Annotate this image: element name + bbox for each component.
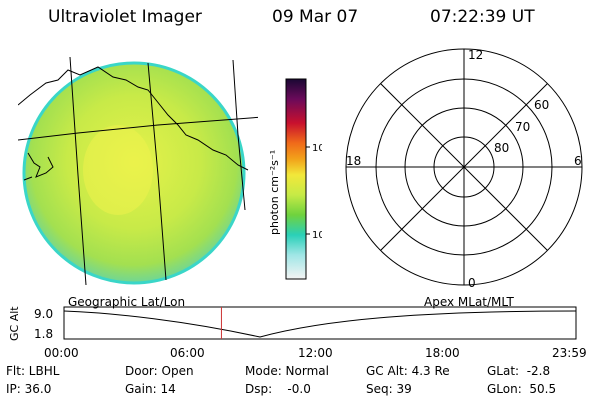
- orbit-left-title: Geographic Lat/Lon: [68, 295, 186, 309]
- orbit-x-tick: 23:59: [552, 346, 587, 360]
- orbit-x-tick: 06:00: [170, 346, 205, 360]
- orbit-x-tick: 00:00: [44, 346, 79, 360]
- mlt-label-bottom: 0: [468, 276, 476, 290]
- coastline: [23, 176, 33, 181]
- orbit-y-axis-label: GC Alt: [8, 306, 21, 341]
- coastline: [18, 66, 249, 171]
- colorbar-tick-label: 10: [312, 230, 322, 241]
- lat-label-60: 60: [534, 98, 549, 112]
- orbit-right-title: Apex MLat/MLT: [424, 295, 514, 309]
- orbit-altitude-plot: GC Alt 9.0 1.8: [8, 306, 577, 341]
- status-dsp: Dsp: -0.0: [245, 382, 311, 396]
- date-label: 09 Mar 07: [272, 7, 359, 27]
- mlt-label-top: 12: [468, 48, 483, 62]
- orbit-x-tick: 18:00: [425, 346, 460, 360]
- orbit-y-tick: 9.0: [34, 307, 53, 321]
- status-ip: IP: 36.0: [6, 382, 52, 396]
- colorbar-unit-label: photon cm⁻²s⁻¹: [268, 150, 281, 235]
- grid-lon-line: [147, 62, 167, 281]
- status-glon: GLon: 50.5: [487, 382, 557, 396]
- status-door: Door: Open: [125, 364, 194, 378]
- status-mode: Mode: Normal: [245, 364, 329, 378]
- orbit-y-tick: 1.8: [34, 327, 53, 341]
- coastline: [27, 152, 54, 178]
- colorbar: 100 10 photon cm⁻²s⁻¹: [268, 78, 322, 280]
- uv-bright-patch: [83, 125, 153, 215]
- app-title: Ultraviolet Imager: [48, 7, 202, 27]
- uv-image-panel: [18, 56, 258, 286]
- status-gc-alt: GC Alt: 4.3 Re: [366, 364, 450, 378]
- mlt-label-right: 6: [574, 154, 582, 168]
- orbit-x-tick: 12:00: [298, 346, 333, 360]
- grid-lon-line: [69, 56, 87, 286]
- polar-plot: 12 18 6 0 60 70 80: [345, 48, 583, 290]
- grid-lon-line: [232, 59, 246, 211]
- lat-label-70: 70: [515, 120, 530, 134]
- status-filter: Flt: LBHL: [6, 364, 60, 378]
- colorbar-gradient: [285, 78, 307, 280]
- polar-diagonal: [380, 83, 548, 251]
- status-seq: Seq: 39: [366, 382, 412, 396]
- orbit-plot-frame: [63, 306, 577, 340]
- grid-lat-line: [18, 116, 258, 141]
- altitude-curve: [63, 310, 577, 338]
- status-glat: GLat: -2.8: [487, 364, 551, 378]
- colorbar-tick-label: 100: [312, 143, 322, 154]
- status-gain: Gain: 14: [125, 382, 176, 396]
- lat-label-80: 80: [494, 141, 509, 155]
- mlt-label-left: 18: [346, 154, 361, 168]
- time-label: 07:22:39 UT: [430, 7, 535, 27]
